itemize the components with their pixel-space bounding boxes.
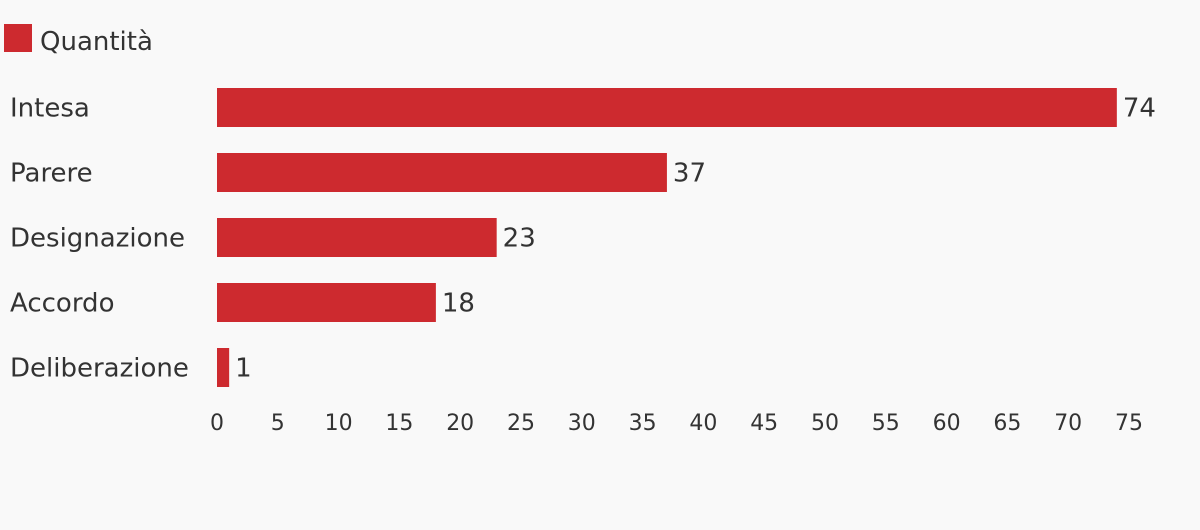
value-label: 1	[235, 354, 252, 384]
value-label: 18	[442, 289, 475, 319]
category-label: Deliberazione	[10, 354, 189, 384]
x-tick-label: 70	[1054, 411, 1082, 436]
legend: Quantità	[4, 24, 153, 57]
value-label: 23	[503, 224, 536, 254]
legend-swatch	[4, 24, 32, 52]
bars-group	[217, 88, 1117, 387]
value-label: 37	[673, 159, 706, 189]
category-label: Parere	[10, 159, 93, 189]
value-label: 74	[1123, 94, 1156, 124]
value-labels: 74 37 23 18 1	[235, 94, 1156, 384]
category-label: Designazione	[10, 224, 185, 254]
x-tick-label: 25	[507, 411, 535, 436]
x-tick-label: 50	[811, 411, 839, 436]
bar-designazione	[217, 218, 497, 257]
x-tick-label: 55	[872, 411, 900, 436]
x-tick-label: 5	[271, 411, 285, 436]
x-tick-label: 65	[993, 411, 1021, 436]
bar-parere	[217, 153, 667, 192]
bar-intesa	[217, 88, 1117, 127]
x-axis: 0 5 10 15 20 25 30 35 40 45 50 55 60 65 70 75	[210, 411, 1143, 436]
x-tick-label: 75	[1115, 411, 1143, 436]
x-tick-label: 60	[933, 411, 961, 436]
x-tick-label: 15	[385, 411, 413, 436]
x-tick-label: 45	[750, 411, 778, 436]
x-tick-label: 40	[689, 411, 717, 436]
bar-accordo	[217, 283, 436, 322]
category-label: Accordo	[10, 289, 114, 319]
x-tick-label: 20	[446, 411, 474, 436]
x-tick-label: 30	[568, 411, 596, 436]
x-tick-label: 35	[629, 411, 657, 436]
x-tick-label: 10	[325, 411, 353, 436]
bar-deliberazione	[217, 348, 230, 387]
legend-label: Quantità	[40, 27, 153, 57]
category-labels: Intesa Parere Designazione Accordo Deliberaz…	[10, 94, 189, 384]
category-label: Intesa	[10, 94, 90, 124]
x-tick-label: 0	[210, 411, 224, 436]
